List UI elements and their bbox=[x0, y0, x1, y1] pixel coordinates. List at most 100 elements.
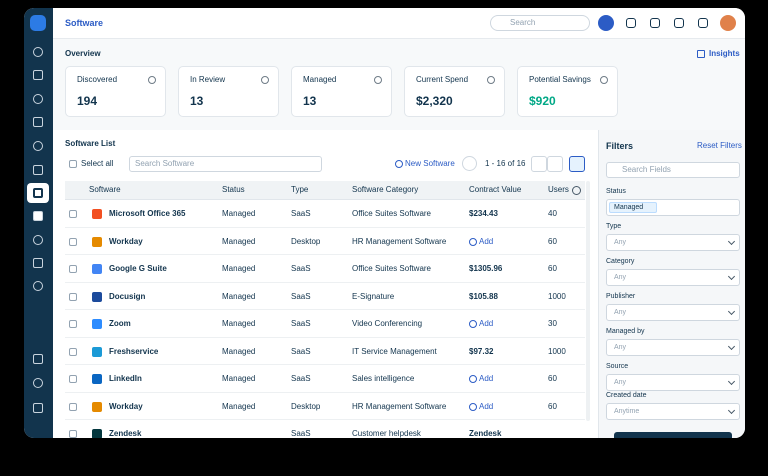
toolbar-icon[interactable] bbox=[674, 18, 684, 28]
toolbar-icon[interactable] bbox=[626, 18, 636, 28]
filter-value: Any bbox=[614, 308, 627, 316]
overview-title: Overview bbox=[65, 49, 101, 58]
sidebar-icon[interactable] bbox=[33, 354, 43, 364]
sidebar-icon[interactable] bbox=[33, 141, 43, 151]
row-checkbox[interactable] bbox=[69, 265, 77, 273]
sidebar-icon[interactable] bbox=[33, 94, 43, 104]
card-label: In Review bbox=[190, 75, 226, 84]
table-row bbox=[65, 228, 585, 255]
select-all-label[interactable]: Select all bbox=[81, 159, 114, 168]
software-name[interactable]: Zendesk bbox=[109, 429, 142, 438]
filter-input[interactable] bbox=[606, 374, 740, 391]
page-title: Software bbox=[65, 18, 104, 28]
status: Managed bbox=[222, 264, 256, 273]
card-value: $2,320 bbox=[416, 94, 453, 108]
row-checkbox[interactable] bbox=[69, 347, 77, 356]
column-header[interactable]: Software bbox=[89, 185, 121, 194]
category: Video Conferencing bbox=[352, 319, 423, 328]
add-contract[interactable]: Add bbox=[479, 236, 494, 246]
filter-label: Publisher bbox=[606, 293, 636, 300]
filter-input[interactable] bbox=[606, 403, 740, 420]
sidebar-icon[interactable] bbox=[33, 281, 43, 291]
avatar[interactable] bbox=[720, 15, 736, 31]
filter-input[interactable] bbox=[606, 269, 740, 286]
software-icon bbox=[92, 401, 102, 412]
select-all-checkbox[interactable] bbox=[69, 160, 77, 168]
next-page[interactable] bbox=[547, 156, 563, 172]
status: Managed bbox=[222, 374, 256, 383]
type: Desktop bbox=[291, 236, 321, 246]
software-icon bbox=[92, 264, 102, 274]
contract-value: $1305.96 bbox=[469, 264, 503, 273]
summary-card bbox=[178, 66, 279, 117]
sidebar-icon[interactable] bbox=[33, 117, 43, 127]
top-bar bbox=[53, 8, 745, 39]
filter-label: Category bbox=[606, 258, 635, 265]
status: Managed bbox=[222, 209, 256, 218]
filter-input[interactable] bbox=[606, 339, 740, 356]
software-name[interactable]: Docusign bbox=[109, 291, 146, 301]
column-header[interactable]: Status bbox=[222, 185, 245, 194]
row-checkbox[interactable] bbox=[69, 375, 77, 383]
pagination: 1 - 16 of 16 bbox=[485, 159, 526, 168]
users: 1000 bbox=[548, 291, 566, 301]
insights-link[interactable]: Insights bbox=[709, 49, 740, 58]
row-checkbox[interactable] bbox=[69, 210, 77, 218]
software-name[interactable]: Microsoft Office 365 bbox=[109, 209, 186, 218]
row-checkbox[interactable] bbox=[69, 237, 77, 246]
add-contract[interactable]: Add bbox=[479, 374, 494, 383]
contract-value: $97.32 bbox=[469, 346, 494, 356]
type: SaaS bbox=[291, 346, 311, 356]
table-row bbox=[65, 393, 585, 420]
software-name[interactable]: Workday bbox=[109, 401, 143, 411]
software-name[interactable]: Zoom bbox=[109, 319, 131, 328]
sidebar-icon[interactable] bbox=[33, 258, 43, 268]
column-header[interactable]: Contract Value bbox=[469, 185, 522, 194]
add-button[interactable] bbox=[598, 15, 614, 31]
category: Sales intelligence bbox=[352, 374, 415, 383]
type: SaaS bbox=[291, 209, 311, 218]
add-contract[interactable]: Add bbox=[479, 401, 494, 411]
filter-label: Status bbox=[606, 188, 626, 195]
toolbar-icon[interactable] bbox=[650, 18, 660, 28]
software-name[interactable]: Workday bbox=[109, 236, 143, 246]
new-software-button[interactable]: New Software bbox=[405, 159, 455, 168]
summary-card bbox=[517, 66, 618, 117]
sidebar-icon[interactable] bbox=[33, 378, 43, 388]
upload-button[interactable] bbox=[462, 156, 477, 171]
sidebar-icon[interactable] bbox=[33, 165, 43, 175]
row-checkbox[interactable] bbox=[69, 430, 77, 438]
table-row bbox=[65, 365, 585, 393]
filter-chip-label: Managed bbox=[614, 203, 644, 211]
toolbar-icon[interactable] bbox=[698, 18, 708, 28]
column-header[interactable]: Software Category bbox=[352, 185, 419, 194]
row-checkbox[interactable] bbox=[69, 292, 77, 301]
sidebar-icon[interactable] bbox=[33, 70, 43, 80]
reset-filters[interactable]: Reset Filters bbox=[697, 141, 742, 150]
row-checkbox[interactable] bbox=[69, 320, 77, 328]
sidebar-icon[interactable] bbox=[33, 235, 43, 245]
info-icon bbox=[600, 76, 608, 84]
table-row bbox=[65, 310, 585, 338]
apply-button[interactable] bbox=[614, 432, 732, 438]
settings-icon[interactable] bbox=[572, 186, 581, 195]
software-name[interactable]: Freshservice bbox=[109, 346, 159, 356]
software-name[interactable]: Google G Suite bbox=[109, 264, 167, 273]
prev-page[interactable] bbox=[531, 156, 547, 172]
card-value: 13 bbox=[190, 94, 204, 108]
filter-input[interactable] bbox=[606, 304, 740, 321]
sidebar-icon[interactable] bbox=[33, 47, 43, 57]
filter-input[interactable] bbox=[606, 234, 740, 251]
row-checkbox[interactable] bbox=[69, 402, 77, 411]
add-contract[interactable]: Add bbox=[479, 319, 494, 328]
sidebar-icon[interactable] bbox=[33, 403, 43, 413]
table-row bbox=[65, 200, 585, 228]
table-row bbox=[65, 283, 585, 310]
column-header[interactable]: Users bbox=[548, 185, 569, 194]
column-header[interactable]: Type bbox=[291, 185, 309, 194]
filter-button[interactable] bbox=[569, 156, 585, 172]
users: 60 bbox=[548, 236, 557, 246]
sidebar-icon[interactable] bbox=[33, 211, 43, 221]
list-title: Software List bbox=[65, 139, 116, 148]
software-name[interactable]: LinkedIn bbox=[109, 374, 142, 383]
